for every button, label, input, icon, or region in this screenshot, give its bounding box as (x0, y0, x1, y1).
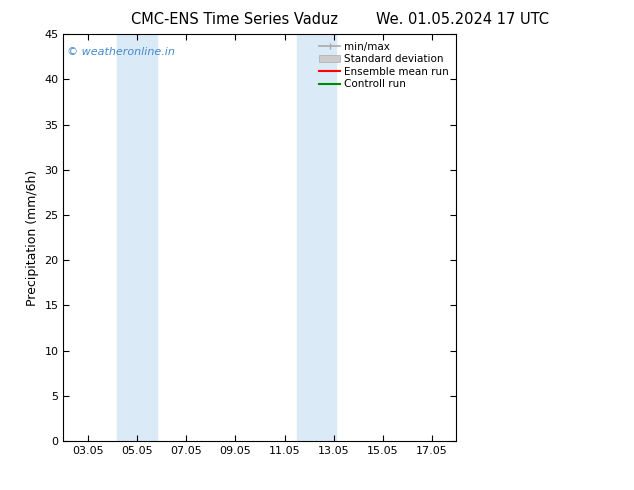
Legend: min/max, Standard deviation, Ensemble mean run, Controll run: min/max, Standard deviation, Ensemble me… (318, 40, 451, 92)
Bar (117, 34, 157, 441)
Bar (297, 34, 336, 441)
Text: CMC-ENS Time Series Vaduz: CMC-ENS Time Series Vaduz (131, 12, 338, 27)
Text: We. 01.05.2024 17 UTC: We. 01.05.2024 17 UTC (377, 12, 549, 27)
Text: © weatheronline.in: © weatheronline.in (67, 47, 175, 56)
Y-axis label: Precipitation (mm/6h): Precipitation (mm/6h) (26, 170, 39, 306)
